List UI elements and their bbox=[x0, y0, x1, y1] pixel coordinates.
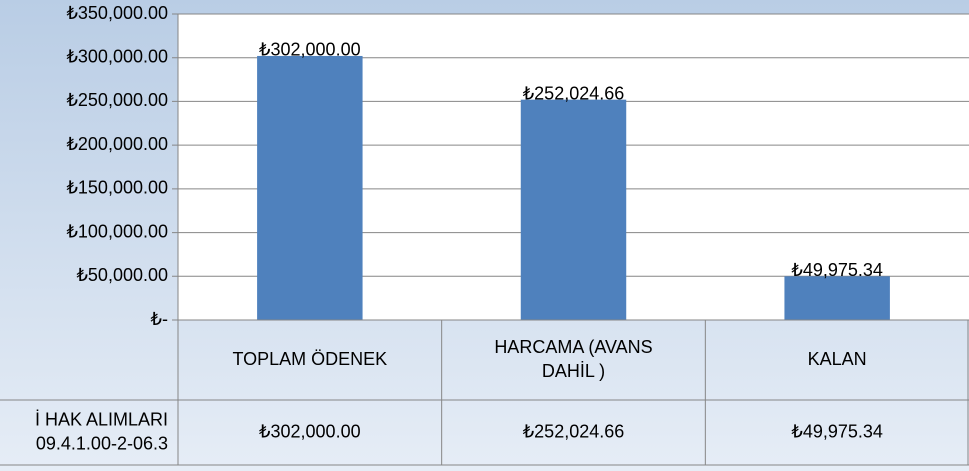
table-value: ₺252,024.66 bbox=[523, 421, 625, 441]
bar bbox=[257, 55, 363, 321]
table-value: ₺49,975.34 bbox=[791, 421, 883, 441]
data-label: ₺49,975.34 bbox=[791, 260, 883, 280]
table-category: KALAN bbox=[808, 349, 867, 369]
y-tick-label: ₺150,000.00 bbox=[66, 178, 168, 198]
bar bbox=[520, 99, 627, 320]
table-value: ₺302,000.00 bbox=[259, 421, 361, 441]
y-tick-label: ₺50,000.00 bbox=[76, 265, 168, 285]
legend-label: İ HAK ALIMLARI 09.4.1.00-2-06.3 bbox=[35, 409, 168, 453]
data-label: ₺252,024.66 bbox=[523, 83, 625, 103]
y-tick-label: ₺300,000.00 bbox=[66, 46, 168, 66]
data-label: ₺302,000.00 bbox=[259, 40, 361, 60]
y-tick-label: ₺350,000.00 bbox=[66, 3, 168, 23]
y-tick-label: ₺250,000.00 bbox=[66, 90, 168, 110]
bar bbox=[784, 276, 890, 320]
y-tick-label: ₺- bbox=[151, 309, 168, 329]
table-category: TOPLAM ÖDENEK bbox=[232, 349, 387, 369]
y-tick-label: ₺100,000.00 bbox=[66, 221, 168, 241]
table-category: HARCAMA (AVANS DAHİL ) bbox=[494, 337, 652, 381]
y-tick-label: ₺200,000.00 bbox=[66, 134, 168, 154]
